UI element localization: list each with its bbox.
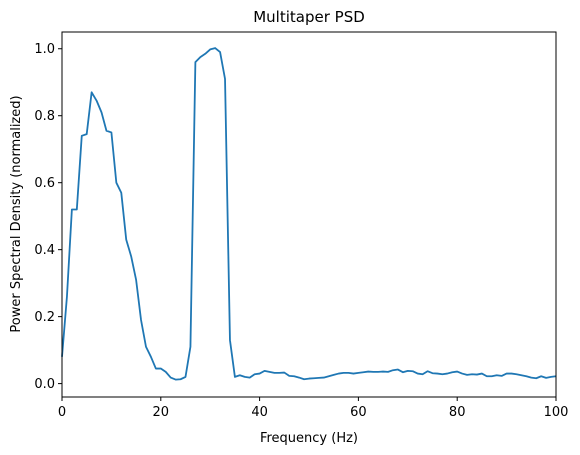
x-tick-label: 100 [544, 405, 569, 420]
x-tick-label: 0 [58, 405, 66, 420]
psd-line-series-0 [61, 47, 557, 381]
x-axis-label: Frequency (Hz) [260, 431, 358, 446]
y-tick-label: 0.8 [34, 109, 55, 124]
y-tick-label: 0.0 [34, 377, 55, 392]
plot-frame [61, 31, 557, 398]
x-tick-label: 60 [350, 405, 367, 420]
x-tick-label: 40 [251, 405, 268, 420]
y-axis: 0.0 0.2 0.4 0.6 0.8 1.0 [34, 42, 62, 392]
y-tick-label: 0.6 [34, 176, 55, 191]
x-axis: 0 20 40 60 80 100 [58, 397, 569, 420]
y-tick-label: 0.2 [34, 310, 55, 325]
x-tick-label: 20 [153, 405, 170, 420]
chart-title: Multitaper PSD [253, 8, 365, 26]
plot-area [61, 47, 557, 381]
y-axis-label: Power Spectral Density (normalized) [9, 95, 24, 332]
y-tick-label: 0.4 [34, 243, 55, 258]
y-tick-label: 1.0 [34, 42, 55, 57]
x-tick-label: 80 [449, 405, 466, 420]
